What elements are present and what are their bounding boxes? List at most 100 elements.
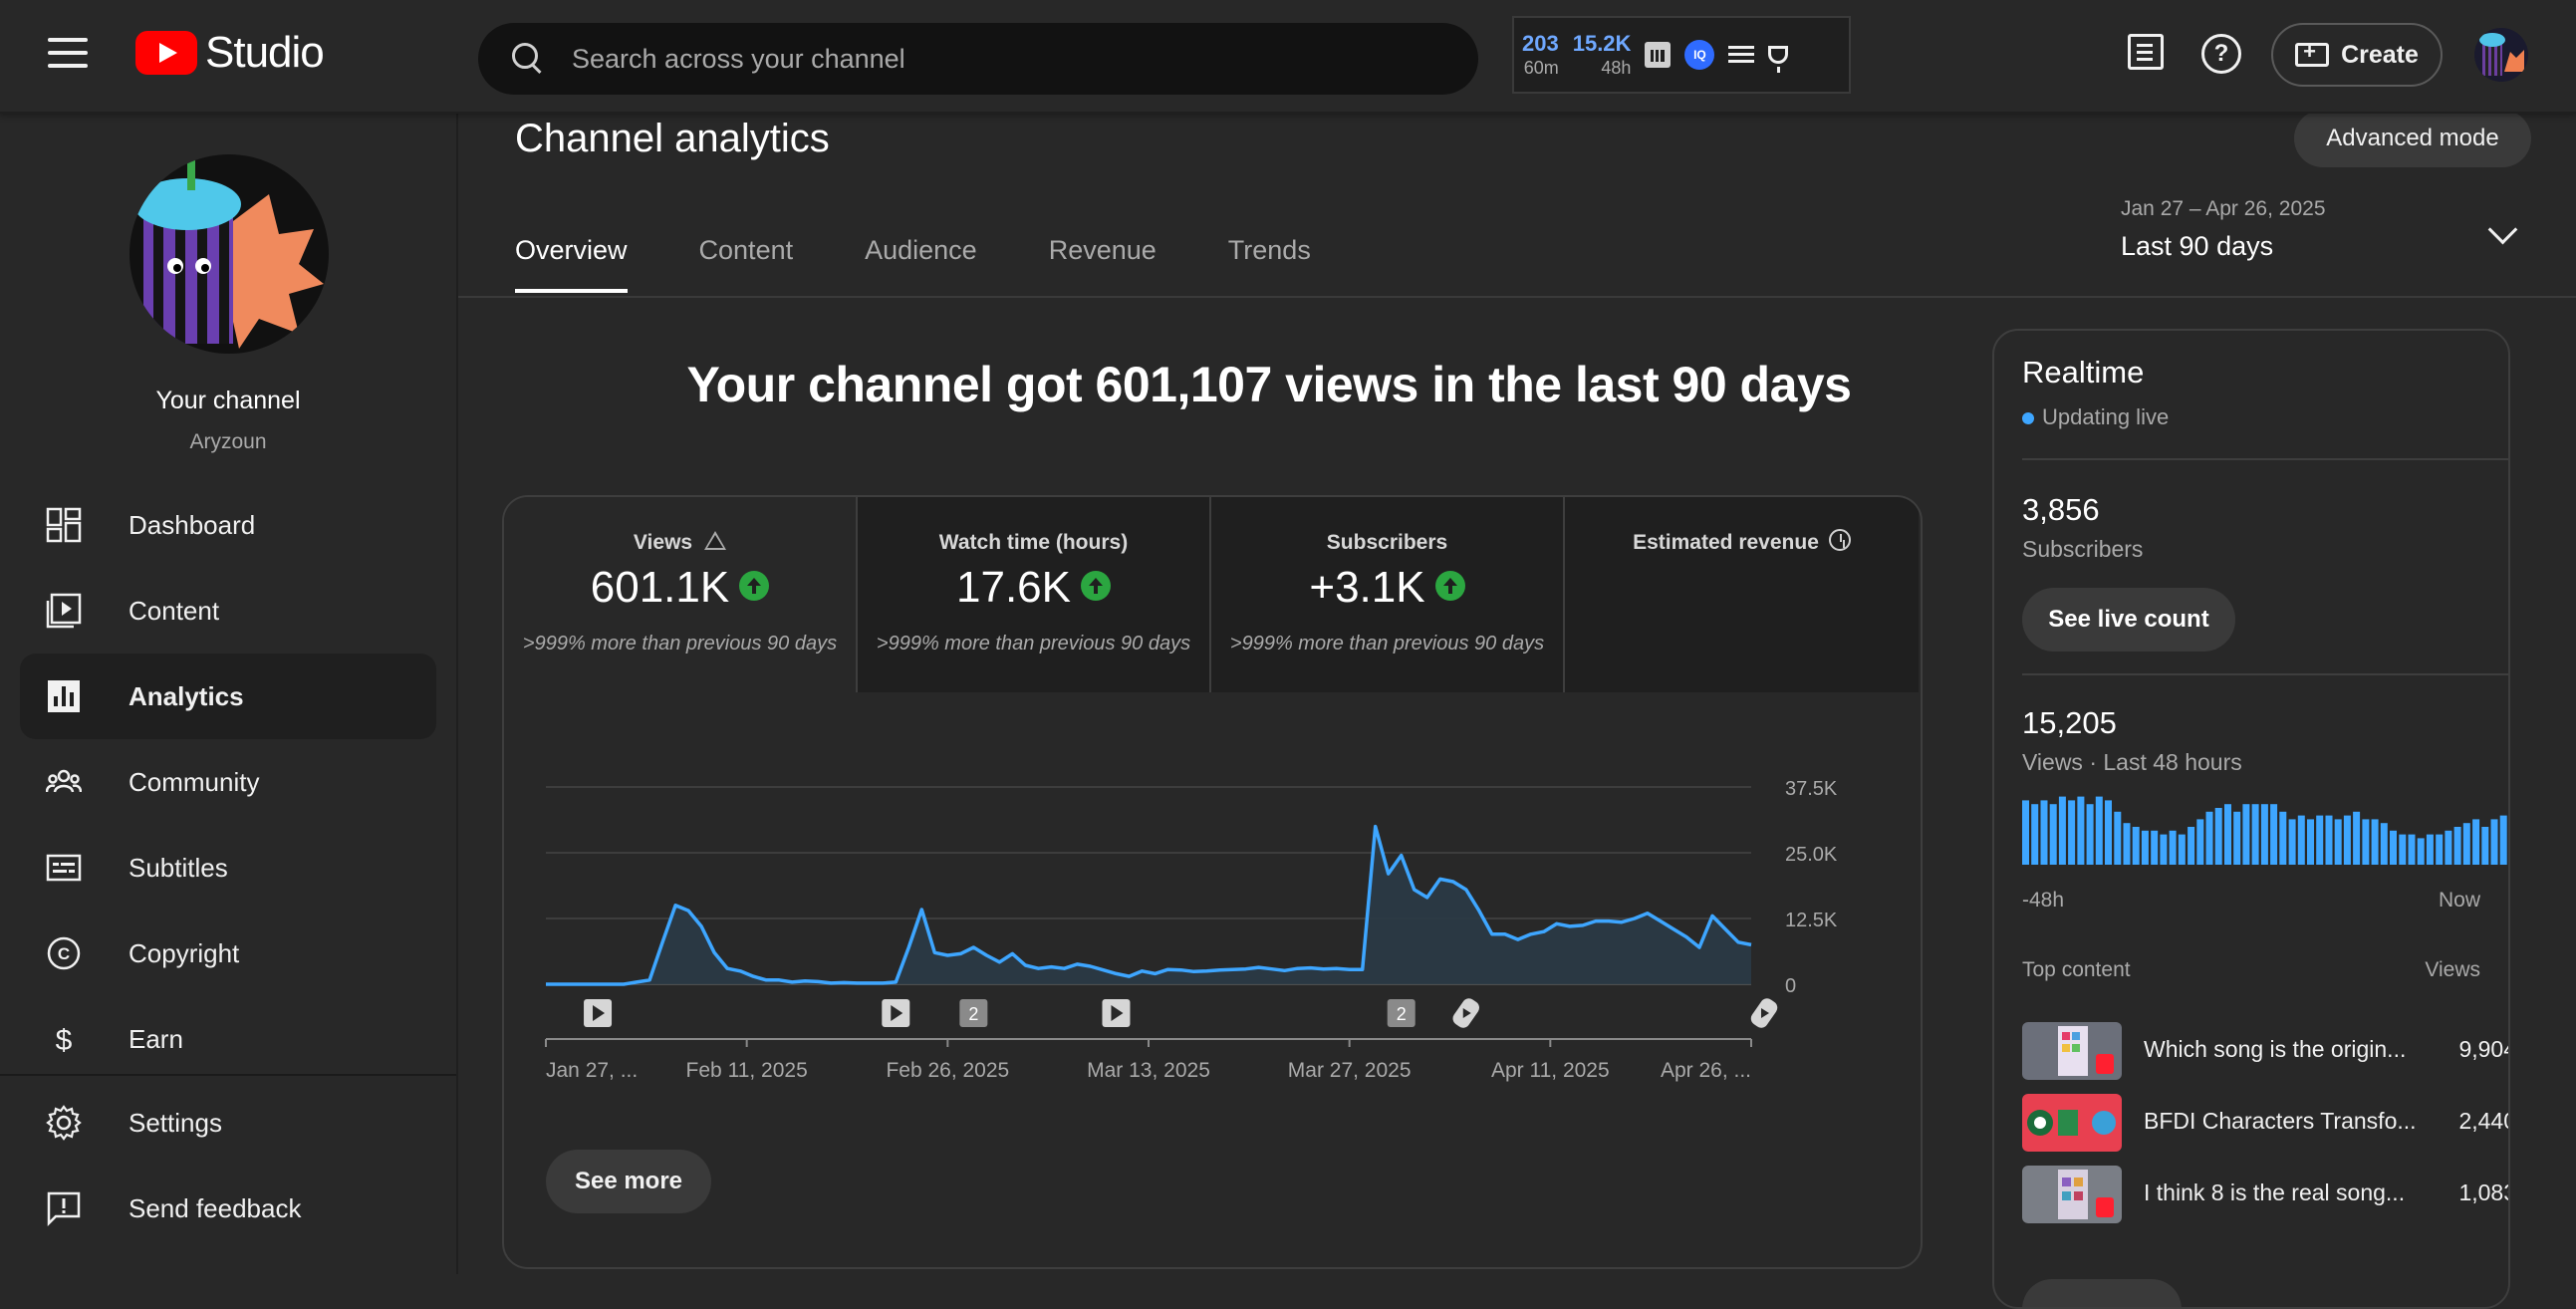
realtime-title: Realtime — [2022, 355, 2145, 390]
metric-watch-time[interactable]: Watch time (hours) 17.6K >999% more than… — [858, 497, 1211, 692]
warning-icon[interactable] — [704, 530, 727, 550]
count-marker-label: 2 — [968, 1004, 978, 1024]
main-content: Channel analytics Advanced mode Overview… — [458, 110, 2576, 1309]
tabs-divider — [458, 296, 2576, 298]
bar-chart-icon[interactable] — [1645, 42, 1672, 68]
analytics-icon — [48, 680, 80, 712]
realtime-bar — [2260, 804, 2268, 865]
realtime-bar — [2288, 819, 2296, 865]
content-icon — [46, 593, 82, 629]
realtime-bar — [2343, 815, 2351, 865]
iq-icon[interactable]: IQ — [1684, 40, 1715, 70]
date-range-label: Last 90 days — [2121, 231, 2274, 261]
sidebar-item-label: Earn — [129, 1023, 183, 1054]
community-icon — [46, 769, 82, 793]
realtime-stats-widget[interactable]: 203 60m 15.2K 48h IQ — [1512, 16, 1851, 94]
see-more-button[interactable]: See more — [546, 1150, 711, 1213]
y-tick-label: 25.0K — [1785, 844, 1838, 866]
search-bar[interactable] — [478, 23, 1478, 95]
account-avatar[interactable] — [2474, 28, 2528, 82]
top-header: Studio 203 60m 15.2K 48h IQ ? Create — [0, 0, 2576, 114]
sidebar-item-settings[interactable]: Settings — [20, 1080, 436, 1166]
realtime-bar — [2151, 830, 2159, 865]
channel-name[interactable]: Your channel — [155, 387, 301, 414]
realtime-bar — [2334, 819, 2342, 865]
metric-title-text: Estimated revenue — [1633, 531, 1819, 554]
sidebar-divider — [0, 1074, 456, 1076]
realtime-bar — [2353, 811, 2361, 865]
channel-avatar[interactable] — [129, 154, 329, 354]
see-more-top-content-button[interactable] — [2022, 1279, 2182, 1307]
stat-60m-value: 203 — [1522, 31, 1559, 56]
x-tick-label: Jan 27, ... — [546, 1059, 638, 1082]
top-content-item[interactable]: BFDI Characters Transfo... 2,440 — [2022, 1094, 2508, 1152]
metric-subscribers[interactable]: Subscribers +3.1K >999% more than previo… — [1211, 497, 1565, 692]
realtime-views-label: Views · Last 48 hours — [2022, 749, 2242, 775]
metric-title: Views — [504, 530, 856, 555]
svg-text:C: C — [58, 944, 70, 963]
realtime-bar — [2068, 800, 2076, 865]
play-icon — [1462, 1008, 1471, 1018]
realtime-bar — [2224, 804, 2231, 865]
create-button[interactable]: Create — [2271, 23, 2443, 87]
sidebar-item-dashboard[interactable]: Dashboard — [20, 482, 436, 568]
see-live-count-button[interactable]: See live count — [2022, 588, 2235, 652]
realtime-bar — [2462, 823, 2470, 865]
create-video-icon — [2295, 39, 2330, 67]
feedback-icon[interactable] — [2128, 34, 2164, 70]
sidebar-item-copyright[interactable]: C Copyright — [20, 911, 436, 996]
play-icon — [1761, 1008, 1770, 1018]
chevron-down-icon[interactable] — [2487, 214, 2518, 245]
realtime-bar — [2132, 827, 2140, 865]
metric-tabs: Views 601.1K >999% more than previous 90… — [504, 497, 1921, 692]
sidebar-item-subtitles[interactable]: Subtitles — [20, 825, 436, 911]
tab-revenue[interactable]: Revenue — [1048, 235, 1157, 265]
realtime-bar — [2307, 819, 2314, 865]
top-content-item[interactable]: I think 8 is the real song... 1,083 — [2022, 1166, 2508, 1223]
y-tick-label: 12.5K — [1785, 910, 1838, 931]
sidebar-item-analytics[interactable]: Analytics — [20, 654, 436, 739]
live-dot-icon — [2022, 412, 2034, 424]
dashboard-icon — [46, 507, 82, 543]
channel-avatar-image — [129, 154, 329, 354]
stat-48h-label: 48h — [1601, 58, 1632, 78]
realtime-bar — [2316, 815, 2324, 865]
metric-estimated-revenue[interactable]: Estimated revenue — [1565, 497, 1919, 692]
realtime-views-value: 15,205 — [2022, 705, 2117, 740]
realtime-bar — [2490, 819, 2498, 865]
studio-logo[interactable]: Studio — [135, 28, 325, 78]
sidebar-item-content[interactable]: Content — [20, 568, 436, 654]
tab-audience[interactable]: Audience — [865, 235, 977, 265]
list-icon[interactable] — [1728, 42, 1755, 68]
realtime-panel: Realtime Updating live 3,856 Subscribers… — [1992, 329, 2510, 1309]
menu-icon[interactable] — [48, 38, 88, 72]
metric-value: 601.1K — [504, 563, 856, 613]
search-icon[interactable] — [510, 41, 546, 77]
tab-content[interactable]: Content — [698, 235, 794, 265]
date-range-picker[interactable]: Jan 27 – Apr 26, 2025 Last 90 days — [2121, 197, 2326, 262]
create-label: Create — [2341, 40, 2419, 69]
advanced-mode-button[interactable]: Advanced mode — [2294, 110, 2531, 167]
realtime-status-text: Updating live — [2042, 404, 2170, 429]
sidebar-item-send-feedback[interactable]: Send feedback — [20, 1166, 436, 1251]
realtime-bar — [2362, 819, 2370, 865]
sidebar-item-community[interactable]: Community — [20, 739, 436, 825]
top-content-item[interactable]: Which song is the origin... 9,904 — [2022, 1022, 2508, 1080]
headline: Your channel got 601,107 views in the la… — [686, 357, 1853, 412]
realtime-bar — [2031, 804, 2039, 865]
help-icon[interactable]: ? — [2201, 34, 2241, 74]
x-tick-label: Feb 26, 2025 — [886, 1059, 1009, 1082]
realtime-bar — [2380, 823, 2388, 865]
stat-48h: 15.2K 48h — [1573, 33, 1632, 78]
views-chart[interactable]: 37.5K 25.0K 12.5K 0 2 2 Jan 27, ... Feb 11, 202… — [504, 692, 1921, 1121]
trophy-icon[interactable] — [1768, 46, 1789, 73]
video-title: I think 8 is the real song... — [2144, 1179, 2406, 1205]
sidebar-item-earn[interactable]: $ Earn — [20, 996, 436, 1082]
tab-trends[interactable]: Trends — [1227, 235, 1311, 265]
tab-overview[interactable]: Overview — [515, 235, 628, 293]
search-input[interactable] — [570, 42, 1430, 76]
realtime-views-bars[interactable] — [2022, 789, 2510, 865]
metric-views[interactable]: Views 601.1K >999% more than previous 90… — [504, 497, 858, 692]
x-tick-label: Mar 13, 2025 — [1087, 1059, 1210, 1082]
play-icon — [593, 1005, 606, 1021]
